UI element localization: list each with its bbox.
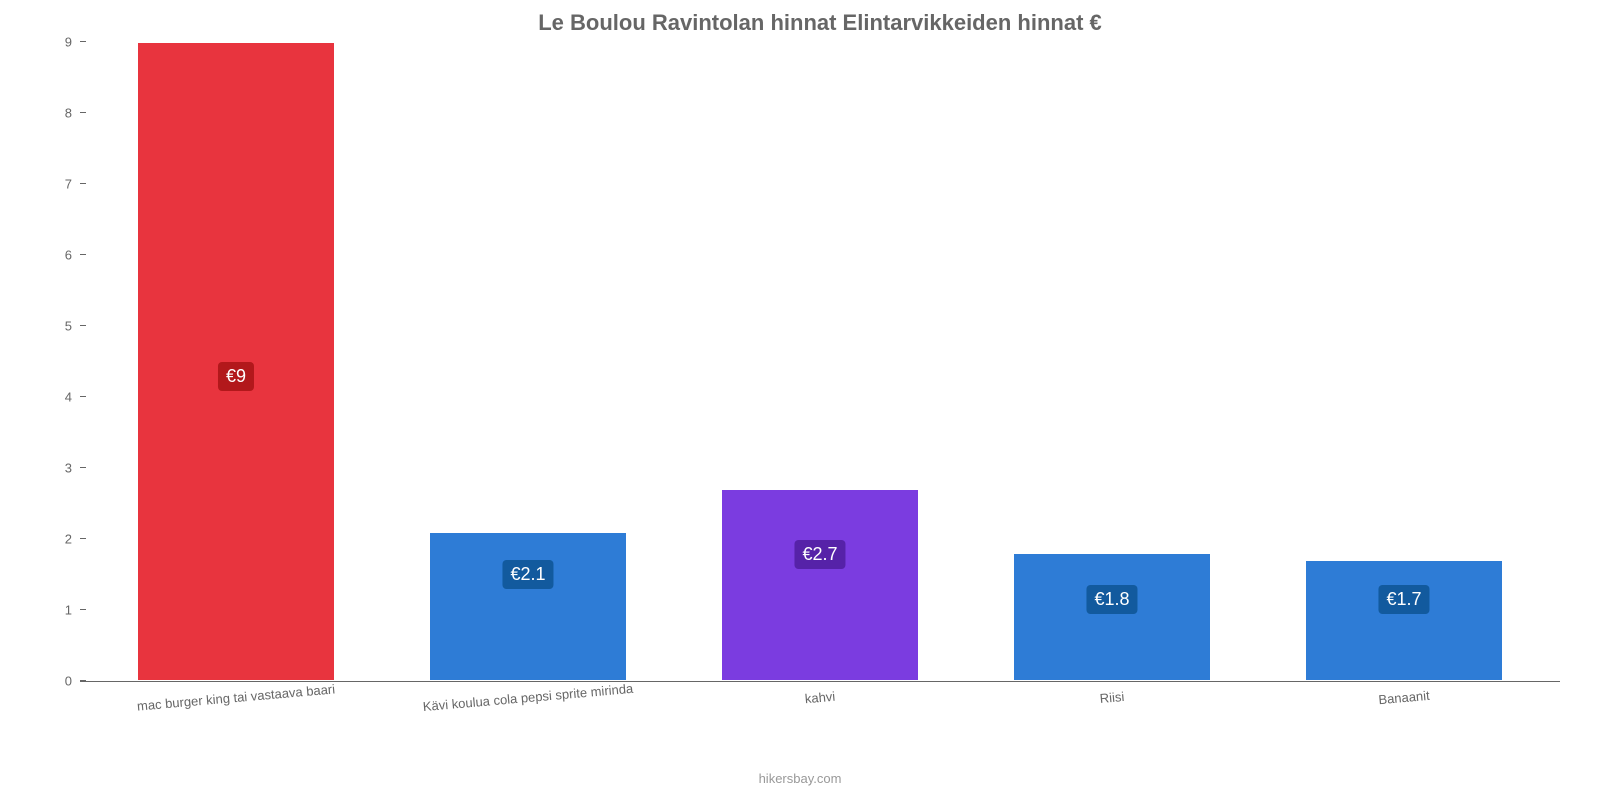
y-tick-label: 2 xyxy=(42,532,72,547)
y-tick-label: 5 xyxy=(42,319,72,334)
y-tick-label: 0 xyxy=(42,674,72,689)
y-tick-label: 7 xyxy=(42,177,72,192)
chart-container: Le Boulou Ravintolan hinnat Elintarvikke… xyxy=(0,0,1600,800)
y-tick-label: 3 xyxy=(42,461,72,476)
y-tick-label: 8 xyxy=(42,106,72,121)
y-tick-label: 9 xyxy=(42,35,72,50)
bar xyxy=(1305,560,1504,681)
x-label-slot: kahvi xyxy=(674,682,966,732)
bar-slot: €2.1 xyxy=(382,42,674,681)
bar-slot: €9 xyxy=(90,42,382,681)
bar-slot: €2.7 xyxy=(674,42,966,681)
attribution-text: hikersbay.com xyxy=(759,771,842,786)
chart-title: Le Boulou Ravintolan hinnat Elintarvikke… xyxy=(80,10,1560,36)
x-category-label: Kävi koulua cola pepsi sprite mirinda xyxy=(422,681,634,714)
x-category-label: Banaanit xyxy=(1378,688,1430,707)
x-category-label: mac burger king tai vastaava baari xyxy=(136,681,335,713)
x-label-slot: Kävi koulua cola pepsi sprite mirinda xyxy=(382,682,674,732)
bar-value-label: €1.8 xyxy=(1086,585,1137,614)
y-tick-label: 1 xyxy=(42,603,72,618)
bar-value-label: €9 xyxy=(218,362,254,391)
bar-slot: €1.8 xyxy=(966,42,1258,681)
bars-group: €9 €2.1 €2.7 €1.8 €1.7 xyxy=(80,42,1560,681)
y-tick-label: 4 xyxy=(42,390,72,405)
plot-area: 0123456789 €9€2.1€2.7€1.8€1.7 xyxy=(80,42,1560,682)
bar-value-label: €2.1 xyxy=(502,560,553,589)
x-label-slot: mac burger king tai vastaava baari xyxy=(90,682,382,732)
y-tick-label: 6 xyxy=(42,248,72,263)
bar-value-label: €1.7 xyxy=(1378,585,1429,614)
x-label-slot: Riisi xyxy=(966,682,1258,732)
x-axis-labels: mac burger king tai vastaava baari Kävi k… xyxy=(80,682,1560,732)
bar-slot: €1.7 xyxy=(1258,42,1550,681)
bar xyxy=(721,489,920,681)
y-axis: 0123456789 xyxy=(40,42,80,681)
bar xyxy=(429,532,628,681)
bar-value-label: €2.7 xyxy=(794,540,845,569)
bar xyxy=(1013,553,1212,681)
x-label-slot: Banaanit xyxy=(1258,682,1550,732)
x-category-label: kahvi xyxy=(804,689,836,707)
x-category-label: Riisi xyxy=(1099,689,1125,706)
